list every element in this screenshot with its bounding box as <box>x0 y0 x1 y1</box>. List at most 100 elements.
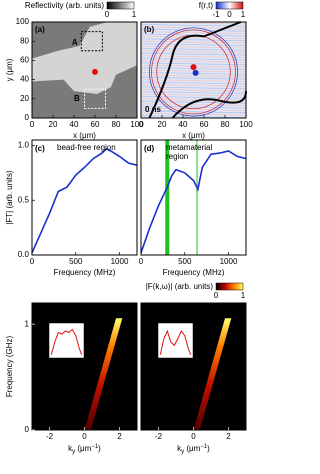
bead <box>192 69 199 76</box>
y-axis-label: Frequency (GHz) <box>5 335 14 397</box>
frame <box>140 139 247 256</box>
x-axis-label: Frequency (MHz) <box>54 268 116 277</box>
x-tick-label: 0 <box>30 257 35 266</box>
x-axis-label: Frequency (MHz) <box>163 268 225 277</box>
label-part: (μm <box>168 369 180 375</box>
label-part: (μm <box>59 369 71 375</box>
label-part: y <box>57 370 60 375</box>
wave-texture <box>140 79 247 82</box>
x-tick-label: 2 <box>117 432 122 441</box>
label-part: (μm <box>75 444 91 453</box>
x-tick-label: 60 <box>91 120 100 129</box>
colorbar-title: Reflectivity (arb. units) <box>25 1 104 10</box>
x-tick-label: 1000 <box>111 257 129 266</box>
annotation: B <box>74 94 80 103</box>
panel-label: (c) <box>35 144 45 153</box>
x-tick-label: -2 <box>46 432 54 441</box>
inset-y-tick-label: 1 <box>43 321 48 330</box>
wave-texture <box>140 55 247 58</box>
x-tick-label: 500 <box>178 257 192 266</box>
x-tick-label: -2 <box>155 432 163 441</box>
x-tick-label: 40 <box>179 120 188 129</box>
colorbar-title: f(r,t) <box>199 1 214 10</box>
x-tick-label: 0 <box>139 257 144 266</box>
axis-label: ky (μm−1) <box>68 444 101 455</box>
y-axis-label: |FT| (arb. units) <box>5 170 14 225</box>
data-line <box>140 150 247 254</box>
wave-texture <box>140 50 247 54</box>
wave-texture <box>140 74 247 78</box>
annotation: 0 ns <box>145 105 162 114</box>
y-tick-label: 100 <box>16 17 30 26</box>
x-tick-label: 60 <box>200 120 209 129</box>
label-part: k <box>163 369 167 375</box>
x-tick-label: 0 <box>191 432 196 441</box>
y-tick-label: 0.5 <box>18 195 30 204</box>
y-tick-label: 1 <box>25 319 30 328</box>
wave-texture <box>140 105 247 109</box>
annotation: A <box>72 38 78 47</box>
label-part: −1 <box>181 366 187 371</box>
frame <box>31 21 138 119</box>
x-tick-label: 1000 <box>220 257 238 266</box>
inset-x-tick-label: -2 <box>160 358 168 367</box>
wave-texture <box>140 108 247 111</box>
colorbar-tick-label: 1 <box>132 10 137 19</box>
label-part: ) <box>98 444 101 453</box>
panel-label: (e) <box>35 307 45 316</box>
inset-y-tick-label: 0 <box>152 353 157 362</box>
wave-texture <box>140 115 247 118</box>
x-tick-label: 80 <box>112 120 121 129</box>
label-part: k <box>54 369 58 375</box>
wave-texture <box>140 84 247 87</box>
x-tick-label: 100 <box>239 120 253 129</box>
frame <box>31 139 138 256</box>
y-tick-label: 0.0 <box>18 250 30 259</box>
wave-ring <box>149 27 238 117</box>
colorbar-tick-label: -1 <box>212 10 220 19</box>
wave-texture <box>140 86 247 90</box>
inset-y-tick-label: 1 <box>152 321 157 330</box>
inset-x-label: ky (μm−1) <box>163 366 188 375</box>
y-axis-label: y (μm) <box>5 58 14 81</box>
x-tick-label: 20 <box>158 120 167 129</box>
inset-y-label: |FT| (arb units) <box>143 314 152 367</box>
wave-texture <box>140 76 247 80</box>
label-part: −1 <box>200 444 208 450</box>
annotation: bead-free region <box>57 143 116 152</box>
inset-y-label: |FT| (arb units) <box>34 314 43 367</box>
inset-x-label: ky (μm−1) <box>54 366 79 375</box>
x-tick-label: 20 <box>49 120 58 129</box>
wave-texture <box>140 31 247 34</box>
y-tick-label: 0 <box>25 425 30 434</box>
label-part: y <box>72 449 75 455</box>
inset-line <box>159 329 192 355</box>
label-part: k <box>177 444 182 453</box>
spectrum-map <box>32 303 137 430</box>
annotation: bead-free region <box>50 307 109 316</box>
x-axis-label: x (μm) <box>182 131 205 140</box>
label-part: k <box>68 444 73 453</box>
label-part: ) <box>77 369 79 375</box>
wave-texture <box>140 52 247 56</box>
dispersion-band <box>84 318 123 430</box>
x-tick-label: 40 <box>70 120 79 129</box>
label-part: y <box>166 370 169 375</box>
inset-x-tick-label: -1 <box>172 358 180 367</box>
inset-y-tick-label: 0 <box>43 353 48 362</box>
wave-texture <box>140 38 247 42</box>
wave-texture <box>140 40 247 44</box>
region-b <box>84 88 106 109</box>
label-part: −1 <box>91 444 99 450</box>
panel-label: (b) <box>144 25 155 34</box>
colorbar-tick-label: 0 <box>227 10 232 19</box>
axis-label: ky (μm−1) <box>177 444 210 455</box>
label-part: (μm <box>184 444 200 453</box>
bead <box>190 64 197 71</box>
y-tick-label: 80 <box>20 36 29 45</box>
frame <box>140 21 247 119</box>
dispersion-band <box>193 318 232 430</box>
inset-line <box>50 328 83 355</box>
wave-texture <box>140 103 247 106</box>
